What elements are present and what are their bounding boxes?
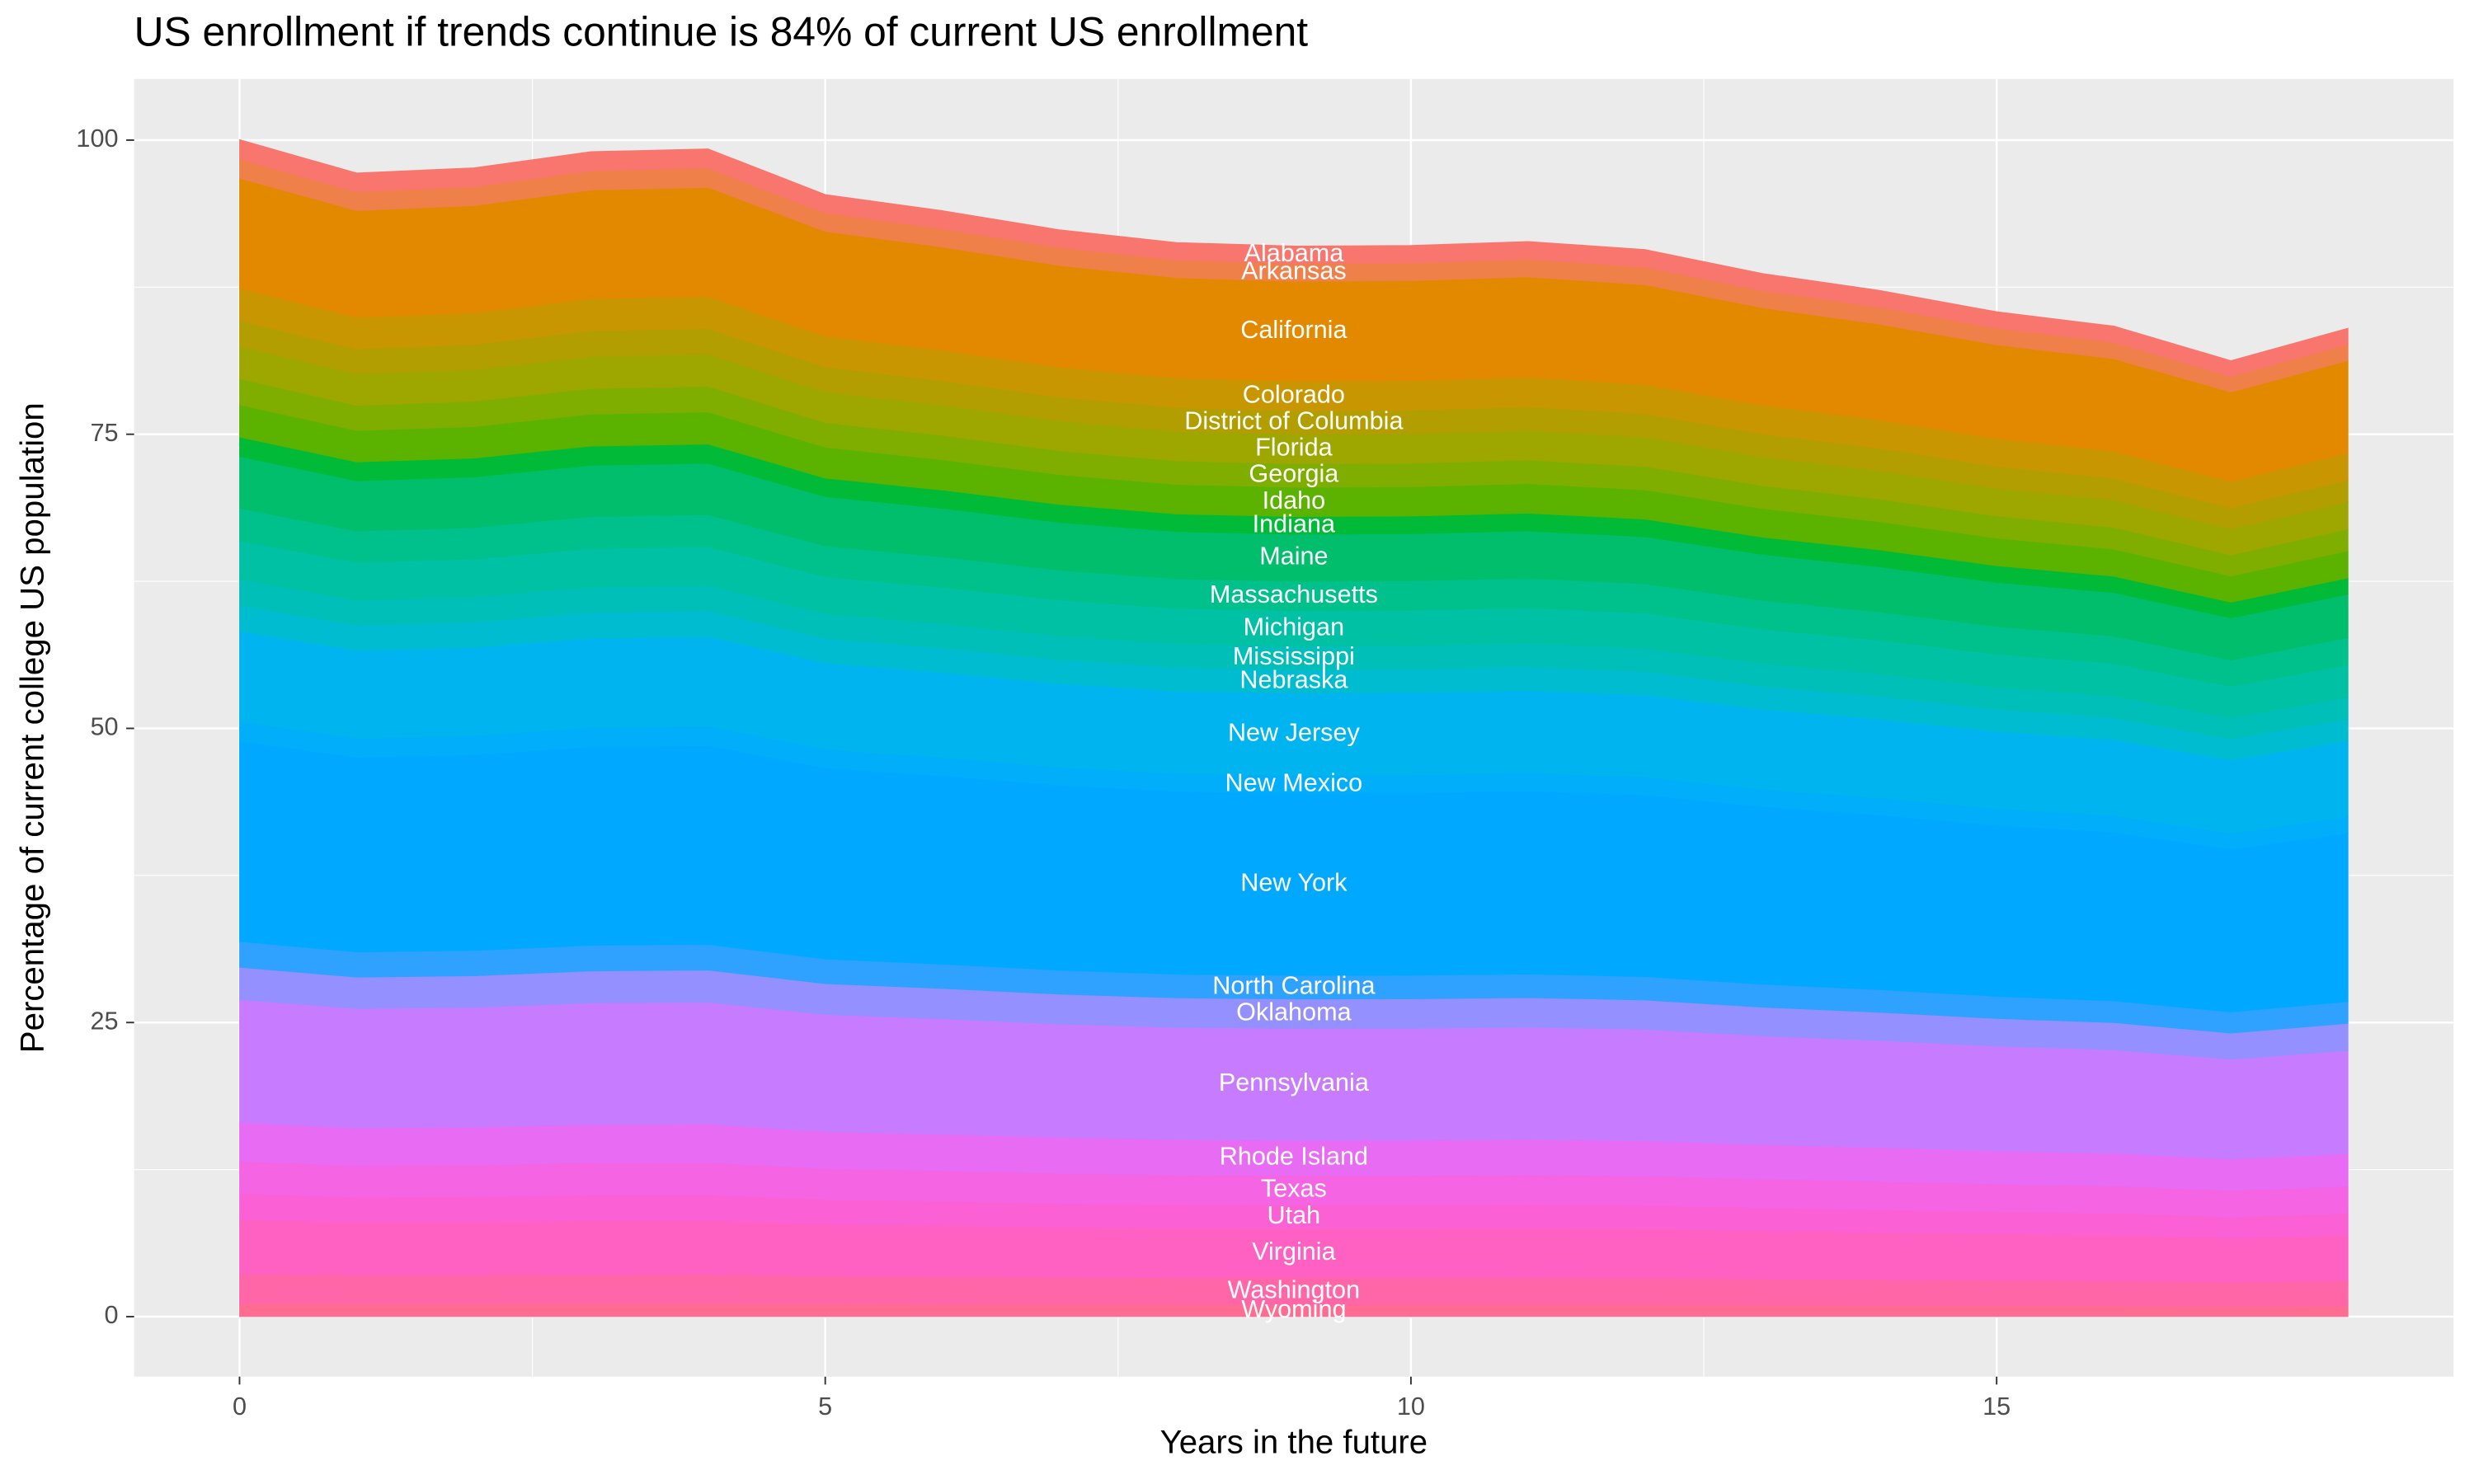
area-label: North Carolina — [1212, 972, 1376, 1000]
y-tick-label: 100 — [76, 124, 118, 153]
axes: 0 25 50 75 100 0 5 10 15 — [76, 124, 2011, 1421]
area-label: Oklahoma — [1236, 998, 1352, 1026]
area-label: Mississippi — [1233, 642, 1355, 670]
area-label: New York — [1240, 869, 1348, 897]
area-label: Utah — [1268, 1201, 1321, 1229]
area-label: Texas — [1261, 1175, 1327, 1203]
area-label: Washington — [1228, 1275, 1360, 1303]
area-label: Pennsylvania — [1219, 1068, 1370, 1097]
area-label: Alabama — [1244, 239, 1344, 267]
area-label: New Jersey — [1228, 719, 1361, 747]
area-label: Arkansas — [1241, 257, 1347, 285]
area-label: Indiana — [1253, 510, 1336, 538]
area — [239, 139, 2349, 377]
x-axis-title: Years in the future — [1160, 1424, 1428, 1461]
area-label: Colorado — [1243, 380, 1345, 408]
area-label: Wyoming — [1241, 1295, 1346, 1323]
area-label: California — [1240, 316, 1348, 344]
x-tick-label: 0 — [233, 1392, 247, 1421]
area-label: Maine — [1259, 542, 1328, 571]
x-tick-label: 15 — [1982, 1392, 2011, 1421]
x-tick-label: 5 — [818, 1392, 832, 1421]
area-label: Nebraska — [1239, 665, 1348, 693]
areas — [239, 139, 2349, 1317]
area-label: Michigan — [1244, 613, 1344, 641]
y-tick-label: 25 — [90, 1007, 118, 1035]
y-tick-label: 50 — [90, 713, 118, 741]
area-label: Virginia — [1252, 1237, 1336, 1266]
area-label: Idaho — [1263, 486, 1326, 514]
area-label: Rhode Island — [1220, 1142, 1368, 1170]
y-tick-label: 0 — [104, 1301, 118, 1329]
x-tick-label: 10 — [1397, 1392, 1425, 1421]
y-tick-label: 75 — [90, 419, 118, 447]
area-label: New Mexico — [1225, 768, 1363, 796]
area-label: Massachusetts — [1210, 580, 1378, 608]
area-label: Florida — [1255, 434, 1333, 462]
chart-title: US enrollment if trends continue is 84% … — [134, 8, 1309, 54]
area-label: District of Columbia — [1184, 407, 1404, 435]
y-axis-title: Percentage of current college US populat… — [14, 402, 51, 1053]
area-label: Georgia — [1249, 460, 1339, 488]
